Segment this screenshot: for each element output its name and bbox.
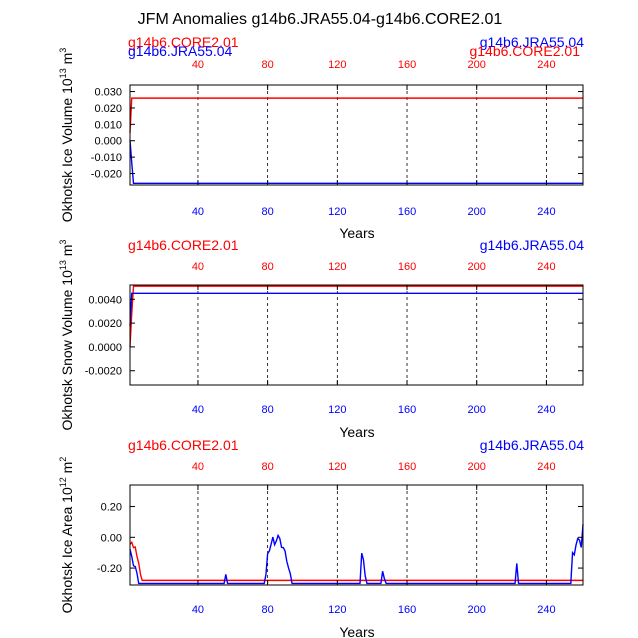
legend-jra55-left: g14b6.JRA55.04 — [128, 43, 233, 59]
x-axis-label: Years — [339, 225, 374, 241]
chart-title: JFM Anomalies g14b6.JRA55.04-g14b6.CORE2… — [138, 11, 503, 28]
x-tick-label-top: 80 — [262, 59, 274, 71]
y-axis-label: Okhotsk Snow Volume 1013 m3 — [58, 240, 75, 431]
x-tick-label-bottom: 240 — [537, 604, 555, 616]
x-tick-label-bottom: 80 — [262, 206, 274, 218]
x-tick-label-top: 240 — [537, 461, 555, 473]
x-tick-label-top: 200 — [468, 59, 486, 71]
x-axis-label: Years — [339, 624, 374, 638]
series-line-core2 — [129, 97, 583, 133]
x-tick-label-top: 200 — [468, 261, 486, 273]
plot-frame — [129, 484, 584, 586]
x-tick-label-top: 120 — [328, 59, 346, 71]
x-tick-label-bottom: 80 — [262, 604, 274, 616]
x-tick-label-top: 120 — [328, 461, 346, 473]
y-tick-label: -0.20 — [97, 563, 122, 575]
y-tick-label: 0.0000 — [88, 342, 122, 354]
x-tick-label-bottom: 120 — [328, 404, 346, 416]
x-tick-label-bottom: 40 — [192, 604, 204, 616]
x-tick-label-bottom: 80 — [262, 404, 274, 416]
x-tick-label-bottom: 40 — [192, 404, 204, 416]
x-tick-label-bottom: 160 — [398, 404, 416, 416]
y-axis-label: Okhotsk Ice Volume 1013 m3 — [58, 48, 75, 223]
series-line-jra55 — [129, 292, 583, 326]
x-tick-label-bottom: 120 — [328, 604, 346, 616]
legend-jra55-right: g14b6.JRA55.04 — [480, 34, 585, 50]
x-tick-label-top: 160 — [398, 461, 416, 473]
panel-1: -0.020 -0.010 0.000 0.010 0.020 0.030 40 80 120 1… — [58, 34, 584, 241]
x-tick-label-top: 120 — [328, 261, 346, 273]
y-tick-label: 0.0040 — [88, 294, 122, 306]
x-tick-label-top: 200 — [468, 461, 486, 473]
x-axis-label: Years — [339, 424, 374, 440]
series-line-jra55 — [129, 140, 583, 185]
y-tick-label: 0.010 — [94, 119, 122, 131]
plot-frame — [129, 84, 584, 186]
x-tick-label-top: 80 — [262, 261, 274, 273]
panel-3: -0.20 0.00 0.20 40 80 120 160 200 240 40 80 120 160 2… — [58, 437, 584, 638]
y-tick-label: 0.20 — [101, 502, 122, 514]
legend-core2-left: g14b6.CORE2.01 — [128, 34, 239, 50]
x-tick-label-bottom: 40 — [192, 206, 204, 218]
x-tick-label-top: 160 — [398, 261, 416, 273]
series-line-core2 — [129, 285, 583, 347]
y-tick-label: 0.000 — [94, 136, 122, 148]
y-tick-label: 0.0020 — [88, 318, 122, 330]
y-tick-label: -0.020 — [91, 169, 122, 181]
series-line-jra55 — [129, 524, 584, 585]
x-tick-label-bottom: 160 — [398, 206, 416, 218]
legend-core2-right: g14b6.CORE2.01 — [469, 43, 580, 59]
x-tick-label-top: 160 — [398, 59, 416, 71]
legend-jra55-right: g14b6.JRA55.04 — [480, 437, 585, 453]
x-tick-label-top: 40 — [192, 59, 204, 71]
x-tick-label-bottom: 200 — [468, 404, 486, 416]
y-tick-label: 0.00 — [101, 532, 122, 544]
x-tick-label-bottom: 120 — [328, 206, 346, 218]
series-line-core2 — [129, 540, 583, 582]
plot-frame — [129, 284, 584, 386]
x-tick-label-bottom: 240 — [537, 206, 555, 218]
y-tick-label: 0.030 — [94, 87, 122, 99]
legend-core2-left: g14b6.CORE2.01 — [128, 237, 239, 253]
y-tick-label: -0.0020 — [85, 366, 122, 378]
x-tick-label-bottom: 160 — [398, 604, 416, 616]
y-axis-label: Okhotsk Ice Area 1012 m2 — [58, 457, 75, 614]
y-tick-label: -0.010 — [91, 152, 122, 164]
x-tick-label-top: 80 — [262, 461, 274, 473]
x-tick-label-bottom: 240 — [537, 404, 555, 416]
x-tick-label-top: 40 — [192, 261, 204, 273]
legend-core2-left: g14b6.CORE2.01 — [128, 437, 239, 453]
y-tick-label: 0.020 — [94, 103, 122, 115]
x-tick-label-top: 40 — [192, 461, 204, 473]
x-tick-label-top: 240 — [537, 261, 555, 273]
x-tick-label-bottom: 200 — [468, 206, 486, 218]
x-tick-label-top: 240 — [537, 59, 555, 71]
x-tick-label-bottom: 200 — [468, 604, 486, 616]
panel-2: -0.0020 0.0000 0.0020 0.0040 40 80 120 160 200 24… — [58, 237, 584, 440]
legend-jra55-right: g14b6.JRA55.04 — [480, 237, 585, 253]
